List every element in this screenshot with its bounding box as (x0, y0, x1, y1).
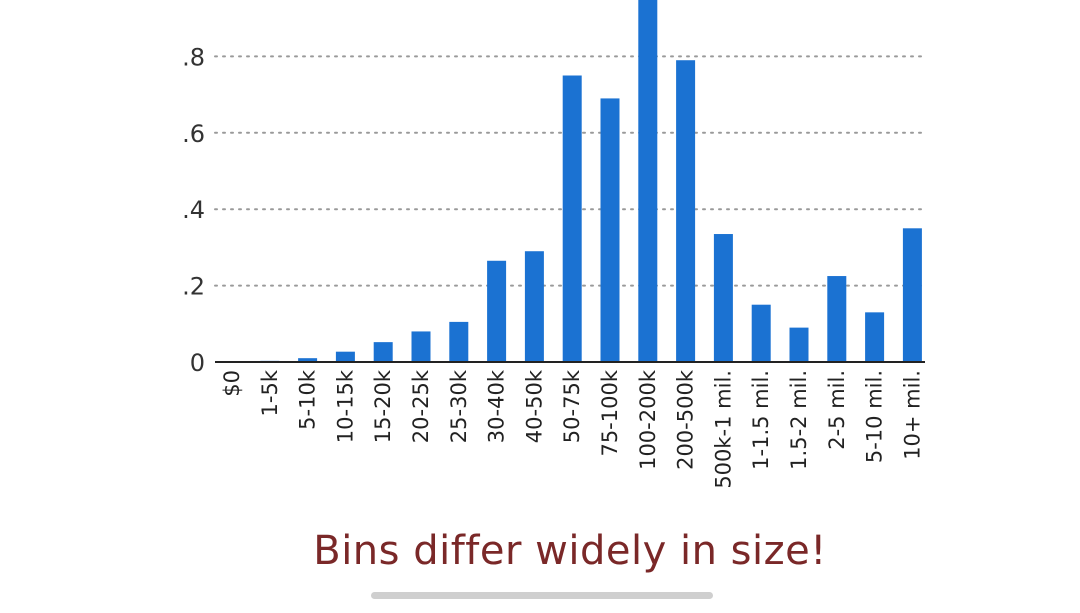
bar (827, 276, 847, 362)
bar (449, 321, 469, 362)
x-tick-label: 200-500k (674, 369, 698, 470)
x-tick-label: 50-75k (560, 369, 584, 443)
bar (676, 60, 696, 362)
bar (600, 98, 620, 363)
bar (713, 234, 733, 362)
bar (865, 312, 885, 362)
bar (373, 342, 393, 362)
x-tick-label: 15-20k (371, 369, 395, 443)
bars (222, 0, 922, 363)
x-tick-label: 1-1.5 mil. (749, 370, 773, 470)
bar (411, 331, 431, 362)
x-tick-label: 500k-1 mil. (711, 370, 735, 489)
x-tick-label: 20-25k (409, 369, 433, 443)
bar (902, 228, 922, 362)
x-tick-label: 5-10 mil. (863, 370, 887, 463)
x-tick-label: 100-200k (636, 369, 660, 470)
y-tick-labels: 0 .2 .4 .6 .8 (182, 43, 205, 377)
y-tick-label: .4 (182, 196, 205, 224)
bar (524, 251, 544, 362)
x-tick-label: 1.5-2 mil. (787, 370, 811, 470)
bar (335, 351, 355, 362)
x-tick-label: 75-100k (598, 369, 622, 456)
bar (638, 0, 658, 362)
x-tick-label: 10+ mil. (900, 370, 924, 460)
x-tick-label: 2-5 mil. (825, 370, 849, 450)
x-tick-label: $0 (220, 370, 244, 397)
x-tick-label: 5-10k (296, 369, 320, 430)
x-tick-label: 25-30k (447, 369, 471, 443)
caption: Bins differ widely in size! (313, 528, 827, 574)
y-tick-label: .8 (182, 43, 205, 71)
bar (298, 358, 318, 362)
bar (487, 260, 507, 362)
scrollbar[interactable] (371, 592, 713, 599)
x-tick-label: 40-50k (522, 369, 546, 443)
bar (789, 327, 809, 362)
y-tick-label: .2 (182, 273, 205, 301)
x-tick-label: 1-5k (258, 369, 282, 416)
bar (751, 304, 771, 362)
x-tick-label: 10-15k (333, 369, 357, 443)
y-tick-label: 0 (190, 349, 205, 377)
x-tick-labels: $0 1-5k 5-10k 10-15k 15-20k 20-25k 25-30k 30-40… (220, 369, 924, 489)
y-tick-label: .6 (182, 120, 205, 148)
bar (562, 75, 582, 362)
x-tick-label: 30-40k (485, 369, 509, 443)
